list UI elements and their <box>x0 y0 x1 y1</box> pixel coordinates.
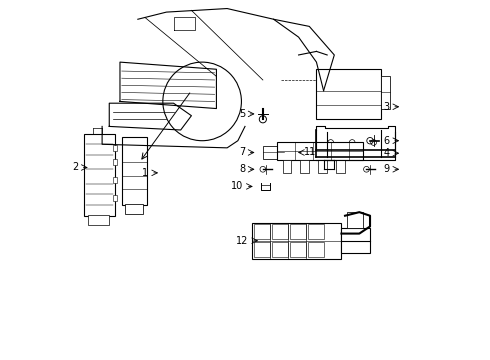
Bar <box>272 242 288 257</box>
Bar <box>252 223 342 258</box>
Text: 6: 6 <box>384 136 390 146</box>
Text: 2: 2 <box>72 162 78 172</box>
Text: 8: 8 <box>239 164 245 174</box>
Text: 10: 10 <box>231 181 243 192</box>
Text: 7: 7 <box>239 148 245 157</box>
Bar <box>290 242 306 257</box>
Bar <box>125 204 143 214</box>
Bar <box>290 224 306 239</box>
Bar <box>122 137 147 205</box>
Text: 9: 9 <box>384 164 390 174</box>
Bar <box>308 242 323 257</box>
Bar <box>317 69 381 119</box>
Bar <box>318 160 327 173</box>
Bar <box>113 159 117 165</box>
Bar <box>113 177 117 183</box>
Bar <box>254 224 270 239</box>
Bar <box>342 228 370 253</box>
Text: 4: 4 <box>384 148 390 158</box>
Text: 5: 5 <box>239 109 245 119</box>
Bar <box>113 195 117 201</box>
Bar <box>347 212 363 228</box>
Bar <box>263 146 284 158</box>
Bar <box>300 160 309 173</box>
Text: 12: 12 <box>236 236 248 246</box>
Bar <box>88 215 109 225</box>
Bar <box>283 160 292 173</box>
Text: 1: 1 <box>143 168 148 178</box>
Bar <box>84 134 115 216</box>
Text: 11: 11 <box>304 148 316 157</box>
Bar <box>336 160 345 173</box>
Bar <box>113 145 117 151</box>
Bar <box>381 76 390 109</box>
Bar <box>277 143 363 160</box>
Bar <box>254 242 270 257</box>
Bar <box>272 224 288 239</box>
Bar <box>308 224 323 239</box>
Text: 3: 3 <box>384 102 390 112</box>
